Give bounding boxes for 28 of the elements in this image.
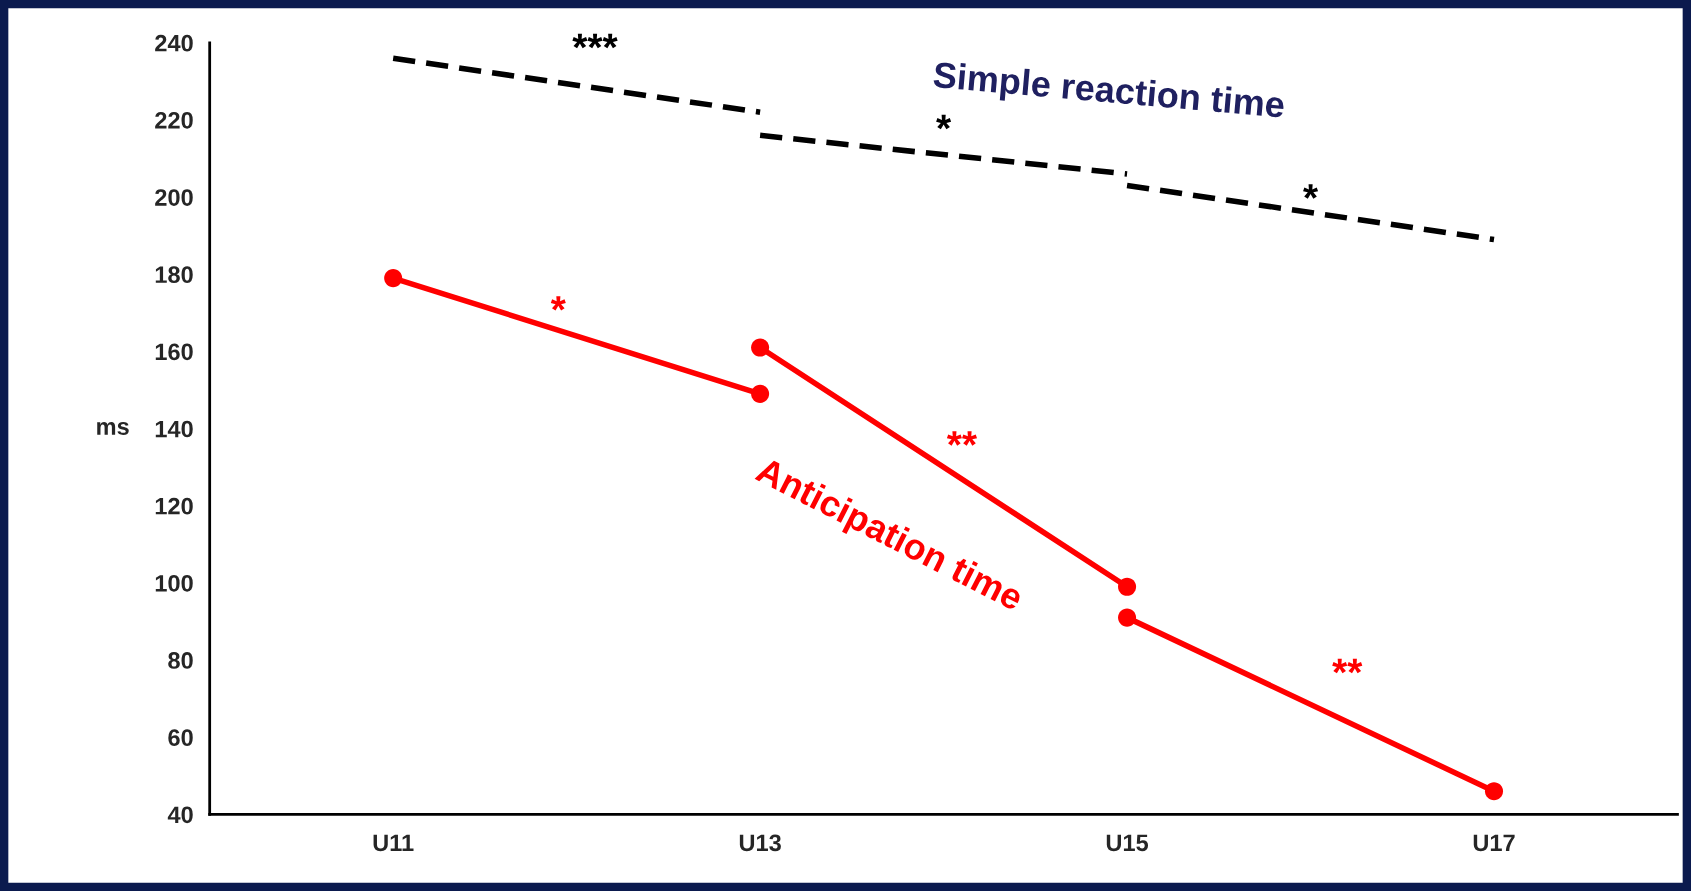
y-tick-label: 220 [155, 112, 193, 129]
x-tick-label: U15 [1106, 834, 1149, 852]
x-tick-label: U13 [739, 834, 781, 852]
annotation: * [550, 296, 566, 311]
annotation: ** [946, 431, 978, 446]
point [1484, 782, 1504, 801]
y-tick-label: 160 [155, 343, 193, 361]
y-axis-title: ms [97, 421, 129, 435]
y-tick-label: 60 [168, 729, 193, 746]
annotation: * [1303, 184, 1319, 199]
y-tick-label: 100 [155, 574, 193, 592]
annotation: *** [572, 33, 618, 49]
point [1118, 608, 1137, 627]
y-tick-label: 80 [168, 652, 193, 669]
x-tick-label: U17 [1473, 834, 1515, 852]
y-tick-label: 140 [155, 420, 193, 438]
y-tick-label: 200 [155, 189, 193, 206]
point [384, 269, 403, 288]
point [1118, 577, 1137, 596]
point [751, 384, 770, 403]
y-tick-label: 120 [155, 497, 193, 515]
x-tick-label: U11 [373, 834, 414, 852]
annotation: ** [1332, 658, 1363, 674]
y-tick-label: 180 [155, 266, 193, 284]
y-tick-label: 40 [167, 806, 193, 824]
y-tick-label: 240 [155, 34, 193, 52]
point [751, 338, 770, 357]
annotation: * [936, 114, 952, 130]
